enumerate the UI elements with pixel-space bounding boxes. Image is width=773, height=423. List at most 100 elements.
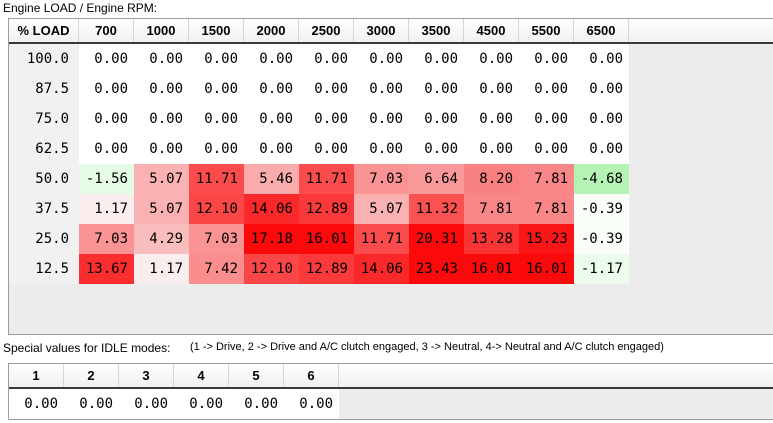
grid-cell[interactable]: 12.89 [299, 194, 354, 224]
grid-cell[interactable]: 5.46 [244, 164, 299, 194]
grid-cell[interactable]: 0.00 [519, 74, 574, 104]
table-row: 100.0 0.00 0.00 0.00 0.00 0.00 0.00 0.00 0.00 0.0… [9, 44, 773, 74]
grid-cell[interactable]: -0.39 [574, 224, 629, 254]
grid-cell[interactable]: 0.00 [244, 134, 299, 164]
grid-cell[interactable]: 0.00 [134, 74, 189, 104]
grid-cell[interactable]: 0.00 [354, 104, 409, 134]
grid-cell[interactable]: 0.00 [189, 104, 244, 134]
idle-cell[interactable]: 0.00 [9, 389, 64, 419]
grid-cell[interactable]: 0.00 [464, 104, 519, 134]
grid-cell[interactable]: 5.07 [134, 194, 189, 224]
grid-cell[interactable]: 0.00 [244, 44, 299, 74]
grid-cell[interactable]: 0.00 [354, 44, 409, 74]
grid-cell[interactable]: 11.71 [354, 224, 409, 254]
idle-cell[interactable]: 0.00 [174, 389, 229, 419]
grid-cell[interactable]: 0.00 [79, 134, 134, 164]
grid-cell[interactable]: 0.00 [134, 134, 189, 164]
grid-cell[interactable]: 20.31 [409, 224, 464, 254]
grid-cell[interactable]: 0.00 [189, 44, 244, 74]
grid-cell[interactable]: 7.03 [79, 224, 134, 254]
grid-cell[interactable]: -0.39 [574, 194, 629, 224]
idle-cell[interactable]: 0.00 [119, 389, 174, 419]
grid-cell[interactable]: 0.00 [409, 44, 464, 74]
grid-cell[interactable]: 0.00 [354, 134, 409, 164]
grid-cell[interactable]: 0.00 [409, 104, 464, 134]
grid-cell[interactable]: 0.00 [519, 134, 574, 164]
grid-cell[interactable]: 1.17 [134, 254, 189, 284]
grid-cell[interactable]: 1.17 [79, 194, 134, 224]
grid-cell[interactable]: 7.42 [189, 254, 244, 284]
grid-cell[interactable]: -1.56 [79, 164, 134, 194]
grid-cell[interactable]: 0.00 [464, 134, 519, 164]
grid-cell[interactable]: 7.03 [189, 224, 244, 254]
load-rpm-grid: % LOAD 700 1000 1500 2000 2500 3000 3500 4500 550… [8, 18, 773, 335]
grid-cell[interactable]: 13.67 [79, 254, 134, 284]
grid-cell[interactable]: 12.89 [299, 254, 354, 284]
idle-cell[interactable]: 0.00 [64, 389, 119, 419]
grid-cell[interactable]: 5.07 [134, 164, 189, 194]
table-row: 25.0 7.03 4.29 7.03 17.18 16.01 11.71 20.31 13.2… [9, 224, 773, 254]
grid-cell[interactable]: 0.00 [574, 104, 629, 134]
idle-cell[interactable]: 0.00 [229, 389, 284, 419]
grid-cell[interactable]: 14.06 [354, 254, 409, 284]
load-row-label: 50.0 [9, 164, 79, 194]
grid-cell[interactable]: 13.28 [464, 224, 519, 254]
grid-cell[interactable]: 0.00 [409, 74, 464, 104]
grid-cell[interactable]: 16.01 [299, 224, 354, 254]
grid-cell[interactable]: 0.00 [299, 74, 354, 104]
grid-cell[interactable]: 7.03 [354, 164, 409, 194]
grid-cell[interactable]: 8.20 [464, 164, 519, 194]
grid-cell[interactable]: 0.00 [354, 74, 409, 104]
header-filler [629, 19, 773, 42]
load-row-label: 25.0 [9, 224, 79, 254]
grid-cell[interactable]: 17.18 [244, 224, 299, 254]
grid-cell[interactable]: 12.10 [244, 254, 299, 284]
grid-cell[interactable]: 0.00 [79, 74, 134, 104]
grid-cell[interactable]: 0.00 [299, 104, 354, 134]
idle-cell[interactable]: 0.00 [284, 389, 339, 419]
grid-cell[interactable]: 0.00 [299, 134, 354, 164]
grid-cell[interactable]: 6.64 [409, 164, 464, 194]
grid-cell[interactable]: 0.00 [79, 104, 134, 134]
table-row: 37.5 1.17 5.07 12.10 14.06 12.89 5.07 11.32 7.81… [9, 194, 773, 224]
grid-cell[interactable]: 0.00 [299, 44, 354, 74]
grid-cell[interactable]: 0.00 [464, 74, 519, 104]
grid-cell[interactable]: 5.07 [354, 194, 409, 224]
grid-cell[interactable]: 11.32 [409, 194, 464, 224]
grid-cell[interactable]: 0.00 [574, 44, 629, 74]
grid-cell[interactable]: 0.00 [574, 74, 629, 104]
grid-cell[interactable]: -4.68 [574, 164, 629, 194]
grid-cell[interactable]: 4.29 [134, 224, 189, 254]
table-row: 62.5 0.00 0.00 0.00 0.00 0.00 0.00 0.00 0.00 0.00… [9, 134, 773, 164]
grid-cell[interactable]: 14.06 [244, 194, 299, 224]
grid-cell[interactable]: 7.81 [519, 194, 574, 224]
grid-cell[interactable]: 15.23 [519, 224, 574, 254]
grid-cell[interactable]: 7.81 [464, 194, 519, 224]
idle-header-cell: 6 [284, 364, 339, 387]
grid-cell[interactable]: -1.17 [574, 254, 629, 284]
grid-cell[interactable]: 0.00 [464, 44, 519, 74]
grid-cell[interactable]: 0.00 [79, 44, 134, 74]
grid-cell[interactable]: 23.43 [409, 254, 464, 284]
grid-cell[interactable]: 16.01 [519, 254, 574, 284]
grid-cell[interactable]: 0.00 [574, 134, 629, 164]
grid-cell[interactable]: 11.71 [189, 164, 244, 194]
grid-cell[interactable]: 12.10 [189, 194, 244, 224]
grid-cell[interactable]: 0.00 [244, 74, 299, 104]
grid-cell[interactable]: 0.00 [134, 44, 189, 74]
grid-cell[interactable]: 7.81 [519, 164, 574, 194]
table-row: 75.0 0.00 0.00 0.00 0.00 0.00 0.00 0.00 0.00 0.00… [9, 104, 773, 134]
grid-cell[interactable]: 11.71 [299, 164, 354, 194]
grid-cell[interactable]: 0.00 [409, 134, 464, 164]
grid-cell[interactable]: 0.00 [519, 44, 574, 74]
grid-cell[interactable]: 0.00 [189, 74, 244, 104]
load-row-label: 37.5 [9, 194, 79, 224]
grid-cell[interactable]: 0.00 [189, 134, 244, 164]
grid-cell[interactable]: 0.00 [244, 104, 299, 134]
grid-cell[interactable]: 16.01 [464, 254, 519, 284]
grid-cell[interactable]: 0.00 [519, 104, 574, 134]
rpm-header-cell: 3000 [354, 19, 409, 42]
grid-cell[interactable]: 0.00 [134, 104, 189, 134]
table-row: 50.0 -1.56 5.07 11.71 5.46 11.71 7.03 6.64 8.20 7… [9, 164, 773, 194]
